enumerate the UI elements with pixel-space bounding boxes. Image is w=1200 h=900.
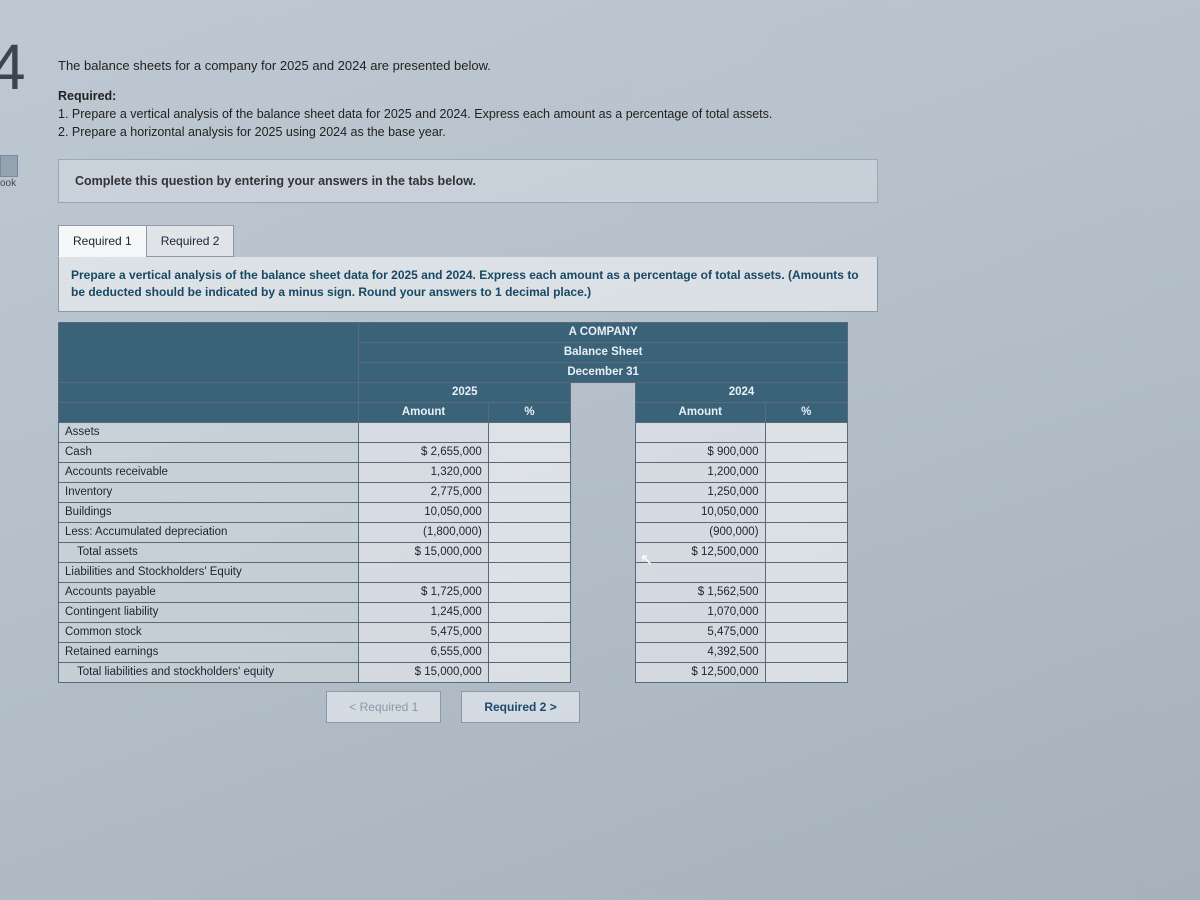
row-ta-2024[interactable]: $ 12,500,000 (636, 542, 766, 562)
header-amount-2025: Amount (359, 402, 489, 422)
complete-instruction: Complete this question by entering your … (58, 159, 878, 203)
header-year-2024: 2024 (636, 382, 848, 402)
intro-text: The balance sheets for a company for 202… (58, 58, 1158, 73)
section-liab: Liabilities and Stockholders' Equity (59, 562, 359, 582)
row-bld-2024[interactable]: 10,050,000 (636, 502, 766, 522)
row-cash-2025[interactable]: $ 2,655,000 (359, 442, 489, 462)
row-tle-2025[interactable]: $ 15,000,000 (359, 662, 489, 682)
row-re-2025[interactable]: 6,555,000 (359, 642, 489, 662)
row-inv-2024[interactable]: 1,250,000 (636, 482, 766, 502)
header-percent-2025: % (488, 402, 570, 422)
ebook-icon[interactable] (0, 155, 18, 177)
tab-required-1[interactable]: Required 1 (58, 225, 147, 257)
header-company: A COMPANY (359, 322, 848, 342)
row-cs-2024[interactable]: 5,475,000 (636, 622, 766, 642)
row-dep-2025-pct[interactable] (488, 522, 570, 542)
row-ap-label: Accounts payable (59, 582, 359, 602)
row-cs-2024-pct[interactable] (765, 622, 847, 642)
next-button[interactable]: Required 2 > (461, 691, 579, 723)
row-cash-label: Cash (59, 442, 359, 462)
row-cs-label: Common stock (59, 622, 359, 642)
prev-button[interactable]: < Required 1 (326, 691, 441, 723)
row-inv-2025[interactable]: 2,775,000 (359, 482, 489, 502)
row-bld-label: Buildings (59, 502, 359, 522)
row-ap-2025[interactable]: $ 1,725,000 (359, 582, 489, 602)
row-ta-2025[interactable]: $ 15,000,000 (359, 542, 489, 562)
tab-instruction: Prepare a vertical analysis of the balan… (58, 257, 878, 312)
nav-buttons: < Required 1 Required 2 > (58, 691, 848, 723)
row-re-2024[interactable]: 4,392,500 (636, 642, 766, 662)
row-ap-2024[interactable]: $ 1,562,500 (636, 582, 766, 602)
row-ta-2024-pct[interactable] (765, 542, 847, 562)
row-dep-2025[interactable]: (1,800,000) (359, 522, 489, 542)
row-bld-2025[interactable]: 10,050,000 (359, 502, 489, 522)
section-assets: Assets (59, 422, 359, 442)
row-cl-2024[interactable]: 1,070,000 (636, 602, 766, 622)
header-statement: Balance Sheet (359, 342, 848, 362)
row-cl-2025[interactable]: 1,245,000 (359, 602, 489, 622)
row-dep-2024[interactable]: (900,000) (636, 522, 766, 542)
row-bld-2024-pct[interactable] (765, 502, 847, 522)
row-cash-2025-pct[interactable] (488, 442, 570, 462)
row-cs-2025[interactable]: 5,475,000 (359, 622, 489, 642)
row-tle-2024[interactable]: $ 12,500,000 (636, 662, 766, 682)
ebook-label: ook (0, 178, 16, 189)
row-tle-2024-pct[interactable] (765, 662, 847, 682)
required-label: Required: (58, 89, 116, 103)
row-cl-label: Contingent liability (59, 602, 359, 622)
question-number: 4 (0, 30, 26, 104)
balance-sheet-table: A COMPANY Balance Sheet December 31 2025… (58, 322, 848, 683)
required-item-2: 2. Prepare a horizontal analysis for 202… (58, 125, 446, 139)
row-cash-2024[interactable]: $ 900,000 (636, 442, 766, 462)
row-ar-2025-pct[interactable] (488, 462, 570, 482)
row-ar-2025[interactable]: 1,320,000 (359, 462, 489, 482)
row-ap-2025-pct[interactable] (488, 582, 570, 602)
header-percent-2024: % (765, 402, 847, 422)
row-re-2024-pct[interactable] (765, 642, 847, 662)
row-bld-2025-pct[interactable] (488, 502, 570, 522)
row-ar-label: Accounts receivable (59, 462, 359, 482)
row-dep-2024-pct[interactable] (765, 522, 847, 542)
row-re-2025-pct[interactable] (488, 642, 570, 662)
header-year-2025: 2025 (359, 382, 571, 402)
row-cl-2025-pct[interactable] (488, 602, 570, 622)
question-content: The balance sheets for a company for 202… (58, 58, 1158, 723)
row-ar-2024-pct[interactable] (765, 462, 847, 482)
row-cs-2025-pct[interactable] (488, 622, 570, 642)
row-inv-label: Inventory (59, 482, 359, 502)
row-cash-2024-pct[interactable] (765, 442, 847, 462)
required-item-1: 1. Prepare a vertical analysis of the ba… (58, 107, 772, 121)
row-inv-2024-pct[interactable] (765, 482, 847, 502)
header-amount-2024: Amount (636, 402, 766, 422)
row-tle-2025-pct[interactable] (488, 662, 570, 682)
row-tle-label: Total liabilities and stockholders' equi… (59, 662, 359, 682)
row-ar-2024[interactable]: 1,200,000 (636, 462, 766, 482)
tab-strip: Required 1 Required 2 (58, 225, 1158, 257)
row-inv-2025-pct[interactable] (488, 482, 570, 502)
row-dep-label: Less: Accumulated depreciation (59, 522, 359, 542)
row-ta-2025-pct[interactable] (488, 542, 570, 562)
tab-required-2[interactable]: Required 2 (146, 225, 235, 257)
row-re-label: Retained earnings (59, 642, 359, 662)
row-ta-label: Total assets (59, 542, 359, 562)
row-cl-2024-pct[interactable] (765, 602, 847, 622)
required-block: Required: 1. Prepare a vertical analysis… (58, 87, 1158, 141)
header-date: December 31 (359, 362, 848, 382)
row-ap-2024-pct[interactable] (765, 582, 847, 602)
